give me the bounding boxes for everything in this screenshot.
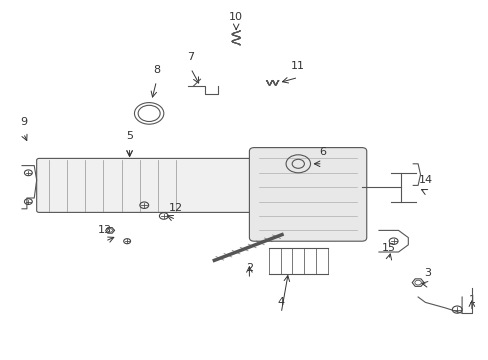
Text: 14: 14 [418, 175, 431, 185]
Text: 4: 4 [277, 297, 284, 307]
Text: 13: 13 [98, 225, 112, 235]
Text: 11: 11 [291, 61, 305, 71]
Text: 15: 15 [381, 243, 395, 253]
Text: 8: 8 [153, 64, 160, 75]
FancyBboxPatch shape [249, 148, 366, 241]
Text: 9: 9 [20, 117, 27, 127]
Text: 10: 10 [229, 12, 243, 22]
Text: 6: 6 [319, 147, 325, 157]
Text: 5: 5 [126, 131, 133, 141]
Text: 3: 3 [424, 268, 430, 278]
Text: 1: 1 [468, 295, 474, 305]
Text: 2: 2 [245, 262, 252, 273]
Text: 12: 12 [169, 203, 183, 213]
Text: 7: 7 [187, 52, 194, 62]
FancyBboxPatch shape [37, 158, 359, 212]
